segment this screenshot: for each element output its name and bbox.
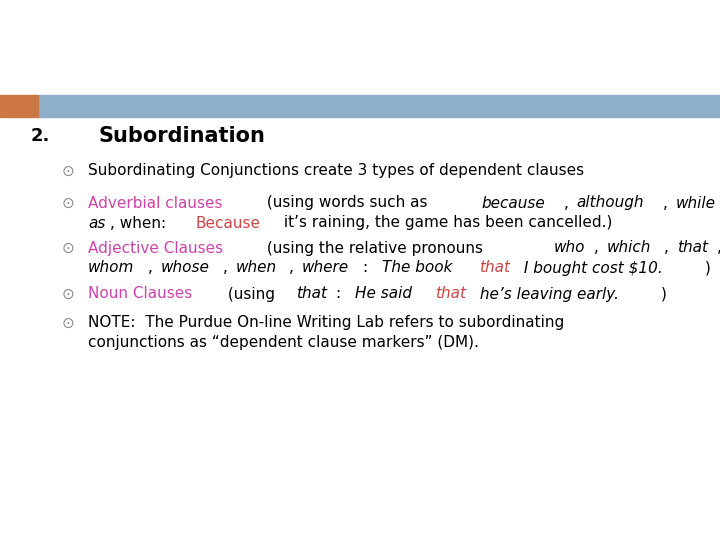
Text: ): ) <box>661 287 667 301</box>
Text: ⊙: ⊙ <box>62 195 74 211</box>
Text: He said: He said <box>355 287 417 301</box>
Text: , when:: , when: <box>110 215 176 231</box>
Text: ⊙: ⊙ <box>62 240 74 255</box>
Text: conjunctions as “dependent clause markers” (DM).: conjunctions as “dependent clause marker… <box>88 335 479 350</box>
Text: because: because <box>482 195 545 211</box>
Text: ,: , <box>148 260 158 275</box>
Text: that: that <box>296 287 327 301</box>
Text: Because: Because <box>195 215 261 231</box>
Text: ,: , <box>564 195 573 211</box>
Text: ): ) <box>704 260 711 275</box>
Text: he’s leaving early.: he’s leaving early. <box>475 287 619 301</box>
Text: Noun Clauses: Noun Clauses <box>88 287 192 301</box>
Text: who: who <box>554 240 585 255</box>
Text: where: where <box>302 260 348 275</box>
Bar <box>0 95 38 117</box>
Text: Adverbial clauses: Adverbial clauses <box>88 195 222 211</box>
Text: ,: , <box>595 240 604 255</box>
Text: ,: , <box>289 260 299 275</box>
Text: that: that <box>435 287 466 301</box>
Text: ⊙: ⊙ <box>62 164 74 179</box>
Text: which: which <box>607 240 652 255</box>
Text: ,: , <box>663 195 673 211</box>
Text: whom: whom <box>88 260 135 275</box>
Text: ,: , <box>665 240 674 255</box>
Text: ⊙: ⊙ <box>62 315 74 330</box>
Text: it’s raining, the game has been cancelled.): it’s raining, the game has been cancelle… <box>279 215 613 231</box>
Text: when: when <box>236 260 277 275</box>
Text: NOTE:  The Purdue On-line Writing Lab refers to subordinating: NOTE: The Purdue On-line Writing Lab ref… <box>88 315 564 330</box>
Text: ,: , <box>223 260 233 275</box>
Text: :: : <box>362 260 377 275</box>
Text: that: that <box>677 240 708 255</box>
Text: The book: The book <box>382 260 457 275</box>
Text: Subordinating Conjunctions create 3 types of dependent clauses: Subordinating Conjunctions create 3 type… <box>88 164 584 179</box>
Text: as: as <box>88 215 105 231</box>
Text: Subordination: Subordination <box>98 126 265 146</box>
Text: ⊙: ⊙ <box>62 287 74 301</box>
Text: (using the relative pronouns: (using the relative pronouns <box>262 240 488 255</box>
Text: (using words such as: (using words such as <box>261 195 432 211</box>
Text: whose: whose <box>161 260 210 275</box>
Text: (using: (using <box>222 287 279 301</box>
Text: :: : <box>336 287 351 301</box>
Text: while: while <box>676 195 716 211</box>
Text: although: although <box>576 195 644 211</box>
Text: 2.: 2. <box>31 127 50 145</box>
Text: that: that <box>479 260 510 275</box>
Bar <box>38 95 720 117</box>
Text: ,: , <box>717 240 720 255</box>
Text: I bought cost $10.: I bought cost $10. <box>519 260 662 275</box>
Text: Adjective Clauses: Adjective Clauses <box>88 240 223 255</box>
